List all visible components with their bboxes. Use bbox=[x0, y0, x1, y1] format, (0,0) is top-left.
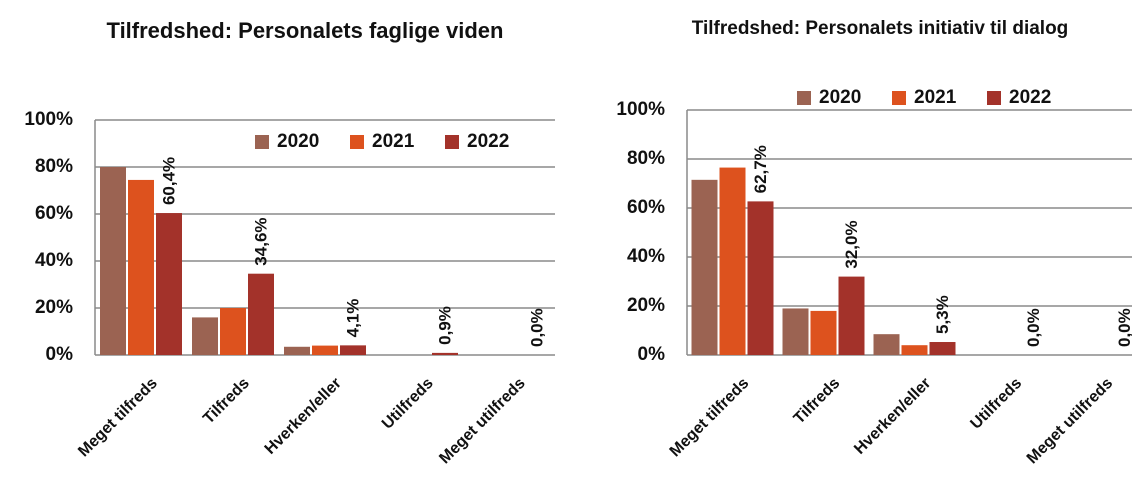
data-label: 4,1% bbox=[343, 299, 362, 338]
x-tick-label: Tilfreds bbox=[200, 375, 253, 428]
data-label: 34,6% bbox=[251, 217, 270, 265]
legend-label: 2022 bbox=[467, 131, 509, 152]
y-tick-label: 40% bbox=[627, 246, 665, 267]
x-tick-label: Meget tilfreds bbox=[667, 375, 753, 461]
bar bbox=[747, 201, 774, 355]
x-tick-label: Meget utilfreds bbox=[1024, 375, 1117, 468]
y-tick-label: 20% bbox=[627, 295, 665, 316]
legend-label: 2020 bbox=[277, 131, 319, 152]
data-label: 32,0% bbox=[842, 220, 861, 268]
bar bbox=[192, 317, 218, 355]
legend-label: 2021 bbox=[372, 131, 415, 152]
data-label: 0,9% bbox=[435, 306, 454, 345]
data-label: 0,0% bbox=[1024, 308, 1043, 347]
y-tick-label: 0% bbox=[638, 344, 666, 365]
legend-swatch bbox=[445, 135, 459, 149]
y-tick-label: 100% bbox=[616, 99, 665, 120]
x-tick-label: Utilfreds bbox=[379, 375, 437, 433]
x-tick-label: Utilfreds bbox=[967, 375, 1025, 433]
chart-title: Tilfredshed: Personalets initiativ til d… bbox=[691, 18, 1069, 39]
bar bbox=[838, 276, 865, 355]
y-tick-label: 20% bbox=[35, 297, 73, 318]
bar bbox=[128, 179, 154, 355]
bar bbox=[810, 310, 837, 355]
legend-swatch bbox=[987, 91, 1001, 105]
bar bbox=[100, 167, 126, 355]
legend-label: 2022 bbox=[1009, 87, 1051, 108]
chart-title: Tilfredshed: Personalets faglige viden bbox=[106, 18, 504, 43]
data-label: 5,3% bbox=[933, 295, 952, 334]
y-tick-label: 60% bbox=[627, 197, 665, 218]
x-tick-label: Meget utilfreds bbox=[436, 375, 529, 468]
x-tick-label: Tilfreds bbox=[791, 375, 844, 428]
bar bbox=[901, 345, 928, 355]
data-label: 62,7% bbox=[751, 145, 770, 193]
legend-swatch bbox=[797, 91, 811, 105]
y-tick-label: 80% bbox=[35, 156, 73, 177]
data-label: 0,0% bbox=[527, 308, 546, 347]
bar bbox=[873, 334, 900, 355]
bar bbox=[220, 308, 246, 355]
bar bbox=[284, 346, 310, 355]
x-tick-label: Hverken/eller bbox=[851, 375, 934, 458]
data-label: 60,4% bbox=[159, 157, 178, 205]
legend-label: 2021 bbox=[914, 87, 957, 108]
legend-label: 2020 bbox=[819, 87, 861, 108]
x-tick-label: Hverken/eller bbox=[262, 375, 345, 458]
bar bbox=[312, 345, 338, 355]
bar bbox=[691, 179, 718, 355]
data-label: 0,0% bbox=[1115, 308, 1132, 347]
bar bbox=[432, 352, 458, 355]
legend-swatch bbox=[892, 91, 906, 105]
bar bbox=[719, 167, 746, 355]
bar bbox=[156, 213, 182, 355]
y-tick-label: 60% bbox=[35, 203, 73, 224]
y-tick-label: 40% bbox=[35, 250, 73, 271]
y-tick-label: 80% bbox=[627, 148, 665, 169]
y-tick-label: 0% bbox=[46, 344, 74, 365]
bar bbox=[340, 345, 366, 355]
legend-swatch bbox=[350, 135, 364, 149]
y-tick-label: 100% bbox=[24, 109, 73, 130]
x-tick-label: Meget tilfreds bbox=[75, 375, 161, 461]
bar bbox=[782, 308, 809, 355]
bar bbox=[248, 273, 274, 355]
legend-swatch bbox=[255, 135, 269, 149]
bar bbox=[929, 342, 956, 355]
